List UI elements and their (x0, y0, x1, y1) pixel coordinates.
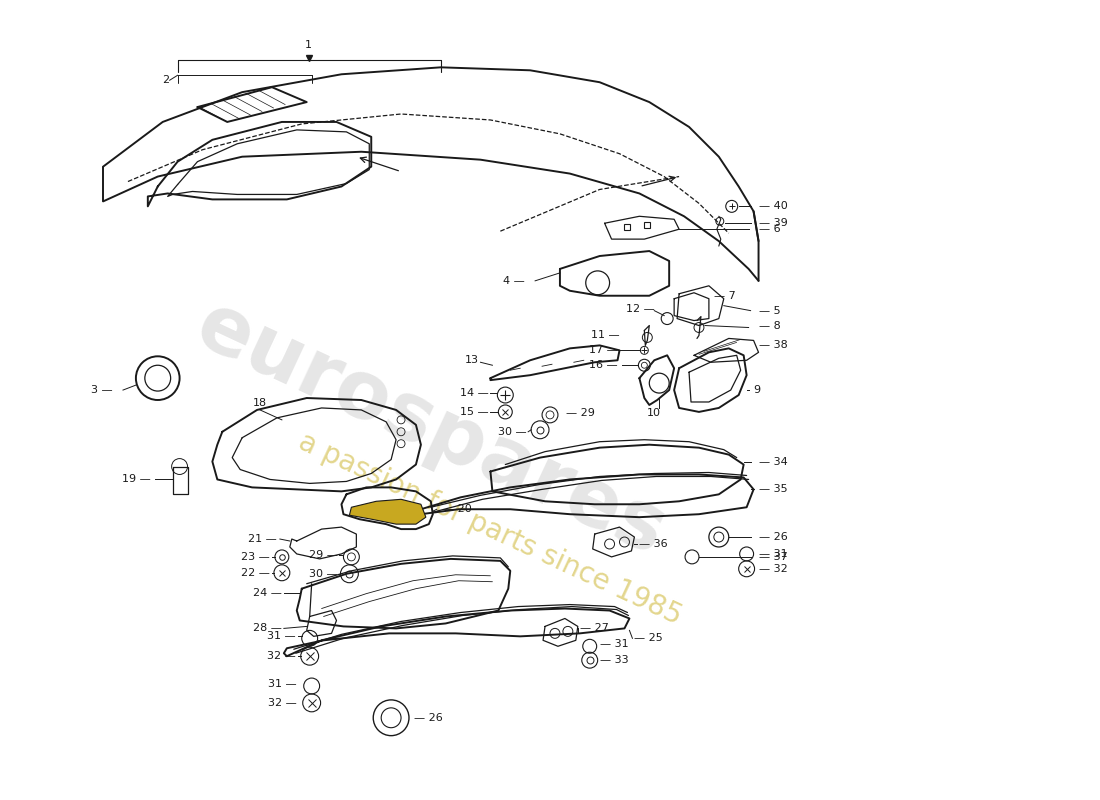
Text: — 33: — 33 (600, 655, 628, 665)
Text: 32 —: 32 — (267, 651, 296, 662)
Text: — 7: — 7 (714, 290, 736, 301)
Text: — 26: — 26 (759, 532, 788, 542)
Text: 16 —: 16 — (588, 360, 617, 370)
Text: — 31: — 31 (759, 549, 788, 559)
Text: 2: 2 (163, 75, 169, 86)
Text: 4 —: 4 — (504, 276, 525, 286)
Text: — 5: — 5 (759, 306, 780, 316)
Text: 30 —: 30 — (309, 569, 338, 578)
Text: 28 —: 28 — (253, 623, 282, 634)
Text: 13: 13 (464, 355, 478, 366)
Text: — 38: — 38 (759, 340, 788, 350)
Text: eurospares: eurospares (184, 286, 679, 573)
Text: 3 —: 3 — (91, 385, 113, 395)
Text: 31 —: 31 — (267, 631, 296, 642)
Text: — 36: — 36 (639, 539, 668, 549)
Text: — 31: — 31 (600, 639, 628, 650)
Text: 32 —: 32 — (268, 698, 297, 708)
Text: 30 —: 30 — (497, 426, 526, 437)
Text: — 32: — 32 (759, 564, 788, 574)
Text: 1: 1 (305, 41, 312, 50)
Text: — 37: — 37 (759, 552, 788, 562)
Text: 23 —: 23 — (241, 552, 270, 562)
Text: — 26: — 26 (414, 713, 442, 722)
Text: 19 —: 19 — (122, 474, 151, 485)
Text: 29 —: 29 — (309, 550, 338, 560)
Text: — 6: — 6 (759, 224, 780, 234)
Text: 21 —: 21 — (249, 534, 277, 544)
Text: — 25: — 25 (635, 634, 663, 643)
Text: 11 —: 11 — (591, 330, 619, 341)
Text: — 35: — 35 (759, 484, 788, 494)
Text: 18: 18 (253, 398, 267, 408)
Text: — 8: — 8 (759, 321, 780, 330)
Text: 15 —: 15 — (460, 407, 488, 417)
Polygon shape (350, 499, 426, 524)
Text: 10: 10 (647, 408, 661, 418)
Text: 12 —: 12 — (626, 304, 654, 314)
Text: 14 —: 14 — (460, 388, 488, 398)
Text: — 27: — 27 (580, 623, 608, 634)
Text: — 39: — 39 (759, 218, 788, 228)
Text: 24 —: 24 — (253, 588, 282, 598)
Text: 31 —: 31 — (268, 679, 297, 689)
Text: — 40: — 40 (759, 202, 788, 211)
Text: a passion for parts since 1985: a passion for parts since 1985 (295, 428, 686, 630)
Text: — 34: — 34 (759, 457, 788, 466)
Text: 22 —: 22 — (241, 568, 270, 578)
Text: — 20: — 20 (442, 504, 472, 514)
Text: 17 —: 17 — (588, 346, 617, 355)
Text: — 29: — 29 (565, 408, 595, 418)
Text: 9: 9 (754, 385, 761, 395)
